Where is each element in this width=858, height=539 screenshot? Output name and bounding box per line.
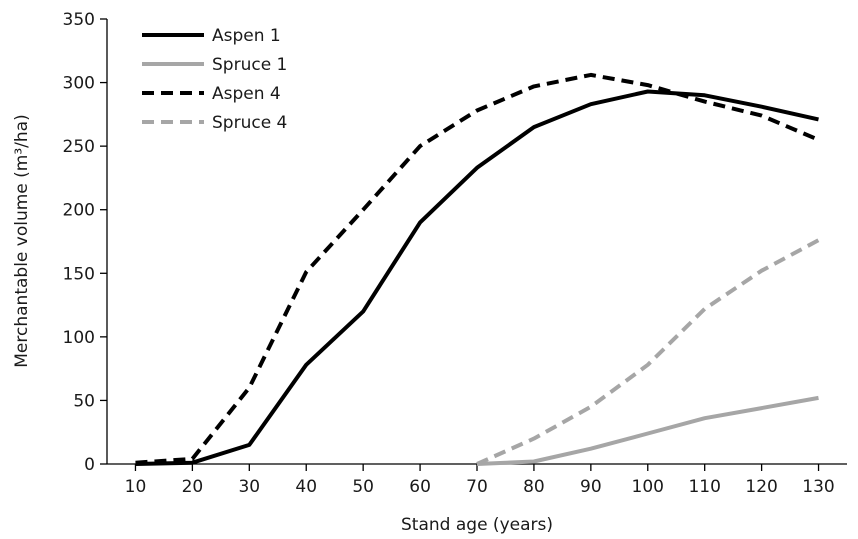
series-line-aspen-1 (135, 89, 819, 466)
x-tick-label: 60 (409, 477, 431, 497)
x-tick-label: 130 (802, 477, 834, 497)
legend-label-aspen-1: Aspen 1 (212, 26, 281, 46)
series-layer (135, 72, 820, 466)
legend-label-spruce-4: Spruce 4 (212, 113, 287, 133)
y-tick-label: 250 (63, 137, 95, 157)
y-tick-label: 300 (63, 74, 95, 94)
x-tick-label: 10 (125, 477, 147, 497)
y-tick-label: 150 (63, 264, 95, 284)
series-line-spruce-4 (476, 238, 820, 466)
x-tick-label: 20 (182, 477, 204, 497)
x-tick-label: 40 (295, 477, 317, 497)
y-tick-label: 50 (73, 391, 95, 411)
series-line-aspen-4 (135, 72, 820, 465)
x-tick-label: 100 (632, 477, 664, 497)
x-axis-title: Stand age (years) (401, 515, 553, 535)
y-tick-label: 350 (63, 10, 95, 30)
y-ticks: 0 50 100 150 200 250 300 350 (63, 10, 107, 475)
x-tick-label: 30 (238, 477, 260, 497)
legend: Aspen 1 Spruce 1 Aspen 4 Spruce 4 (142, 26, 287, 133)
x-tick-label: 90 (580, 477, 602, 497)
x-tick-label: 120 (745, 477, 777, 497)
x-tick-label: 70 (466, 477, 488, 497)
x-ticks: 10 20 30 40 50 60 70 80 90 100 110 120 130 (125, 464, 835, 497)
y-tick-label: 100 (63, 328, 95, 348)
series-line-spruce-1 (476, 395, 819, 466)
legend-label-aspen-4: Aspen 4 (212, 84, 281, 104)
x-tick-label: 80 (523, 477, 545, 497)
y-axis-title: Merchantable volume (m³/ha) (12, 114, 32, 367)
y-tick-label: 0 (84, 455, 95, 475)
y-tick-label: 200 (63, 201, 95, 221)
axes: 0 50 100 150 200 250 300 350 10 20 30 40 50 60 70 80 90… (63, 10, 847, 497)
legend-label-spruce-1: Spruce 1 (212, 55, 287, 75)
x-tick-label: 50 (352, 477, 374, 497)
x-tick-label: 110 (688, 477, 720, 497)
